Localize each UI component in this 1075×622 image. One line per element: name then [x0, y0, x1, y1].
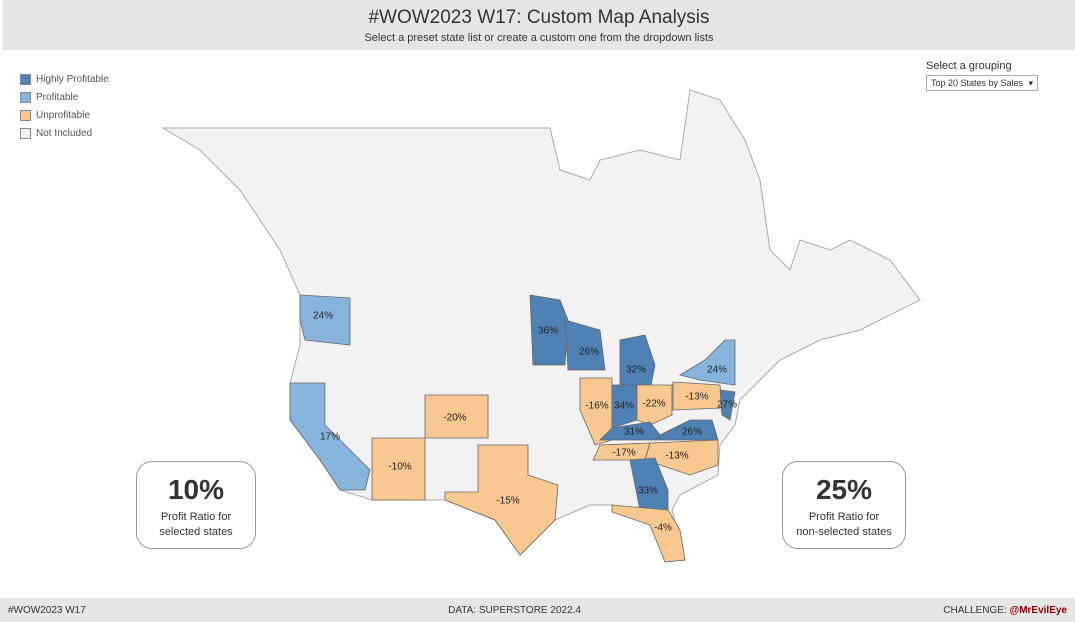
- page-title: #WOW2023 W17: Custom Map Analysis: [368, 7, 710, 28]
- state-profit-label: 26%: [579, 347, 599, 358]
- footer-right: CHALLENGE: @MrEvilEye: [943, 605, 1067, 616]
- state-ga[interactable]: [629, 457, 669, 511]
- state-va[interactable]: [654, 419, 719, 441]
- state-az[interactable]: [371, 437, 426, 501]
- state-nc[interactable]: [644, 439, 719, 476]
- state-profit-label: 17%: [320, 432, 340, 443]
- state-profit-label: -13%: [685, 392, 708, 403]
- state-il[interactable]: [579, 377, 613, 446]
- footer-center: DATA: SUPERSTORE 2022.4: [448, 604, 581, 616]
- state-profit-label: 24%: [707, 365, 727, 376]
- legend-item[interactable]: Profitable: [20, 88, 109, 106]
- state-ca[interactable]: [289, 382, 371, 491]
- footer: #WOW2023 W17 DATA: SUPERSTORE 2022.4 CHA…: [0, 598, 1075, 622]
- state-mi[interactable]: [619, 334, 656, 391]
- legend-label: Profitable: [36, 91, 79, 103]
- state-wi[interactable]: [564, 319, 606, 371]
- state-profit-label: 27%: [717, 400, 737, 411]
- swatch-icon: [20, 91, 31, 103]
- kpi-value: 10%: [167, 474, 225, 505]
- kpi-label: selected states: [159, 526, 233, 538]
- legend-label: Unprofitable: [36, 109, 90, 121]
- state-profit-label: 32%: [626, 365, 646, 376]
- footer-left: #WOW2023 W17: [8, 604, 86, 616]
- state-profit-label: -10%: [388, 462, 411, 473]
- state-wa[interactable]: [299, 294, 351, 346]
- page-subtitle: Select a preset state list or create a c…: [364, 32, 714, 44]
- state-profit-label: -13%: [665, 451, 688, 462]
- legend-item[interactable]: Not Included: [20, 124, 109, 142]
- kpi-label: Profit Ratio for: [160, 511, 232, 523]
- swatch-icon: [20, 127, 31, 139]
- legend-label: Not Included: [36, 127, 93, 139]
- state-profit-label: 36%: [538, 326, 558, 337]
- kpi-selected-states: 10% Profit Ratio for selected states: [136, 461, 256, 549]
- grouping-dropdown[interactable]: Top 20 States by Sales ▾: [926, 75, 1038, 91]
- legend-item[interactable]: Highly Profitable: [20, 70, 109, 88]
- kpi-label: non-selected states: [796, 526, 892, 538]
- header: #WOW2023 W17: Custom Map Analysis Select…: [3, 0, 1075, 50]
- state-profit-label: -4%: [654, 523, 672, 534]
- state-profit-label: -17%: [612, 448, 635, 459]
- state-profit-label: 26%: [682, 427, 702, 438]
- state-oh[interactable]: [636, 384, 673, 426]
- grouping-value: Top 20 States by Sales: [931, 78, 1024, 88]
- state-profit-label: 31%: [624, 427, 644, 438]
- state-tx[interactable]: [444, 444, 559, 556]
- grouping-filter: Select a grouping Top 20 States by Sales…: [926, 60, 1038, 91]
- state-profit-label: -22%: [642, 399, 665, 410]
- challenge-handle[interactable]: @MrEvilEye: [1009, 604, 1067, 616]
- state-fl[interactable]: [611, 504, 686, 563]
- challenge-label: CHALLENGE:: [943, 604, 1010, 616]
- state-profit-label: 33%: [638, 486, 658, 497]
- swatch-icon: [20, 73, 31, 85]
- state-ny[interactable]: [678, 339, 736, 386]
- kpi-label: Profit Ratio for: [808, 511, 880, 523]
- state-nj[interactable]: [719, 389, 736, 421]
- state-profit-label: -15%: [496, 496, 519, 507]
- kpi-non-selected-states: 25% Profit Ratio for non-selected states: [782, 461, 906, 549]
- chevron-down-icon: ▾: [1028, 77, 1033, 88]
- state-ky[interactable]: [599, 421, 661, 441]
- legend-label: Highly Profitable: [36, 73, 109, 85]
- state-profit-label: 34%: [614, 401, 634, 412]
- state-profit-label: -16%: [585, 401, 608, 412]
- state-co[interactable]: [424, 394, 489, 439]
- state-profit-label: 24%: [313, 311, 333, 322]
- swatch-icon: [20, 109, 31, 121]
- legend-item[interactable]: Unprofitable: [20, 106, 109, 124]
- color-legend: Highly Profitable Profitable Unprofitabl…: [20, 70, 109, 142]
- kpi-value: 25%: [815, 474, 873, 505]
- state-profit-label: -20%: [443, 413, 466, 424]
- grouping-label: Select a grouping: [926, 60, 1012, 72]
